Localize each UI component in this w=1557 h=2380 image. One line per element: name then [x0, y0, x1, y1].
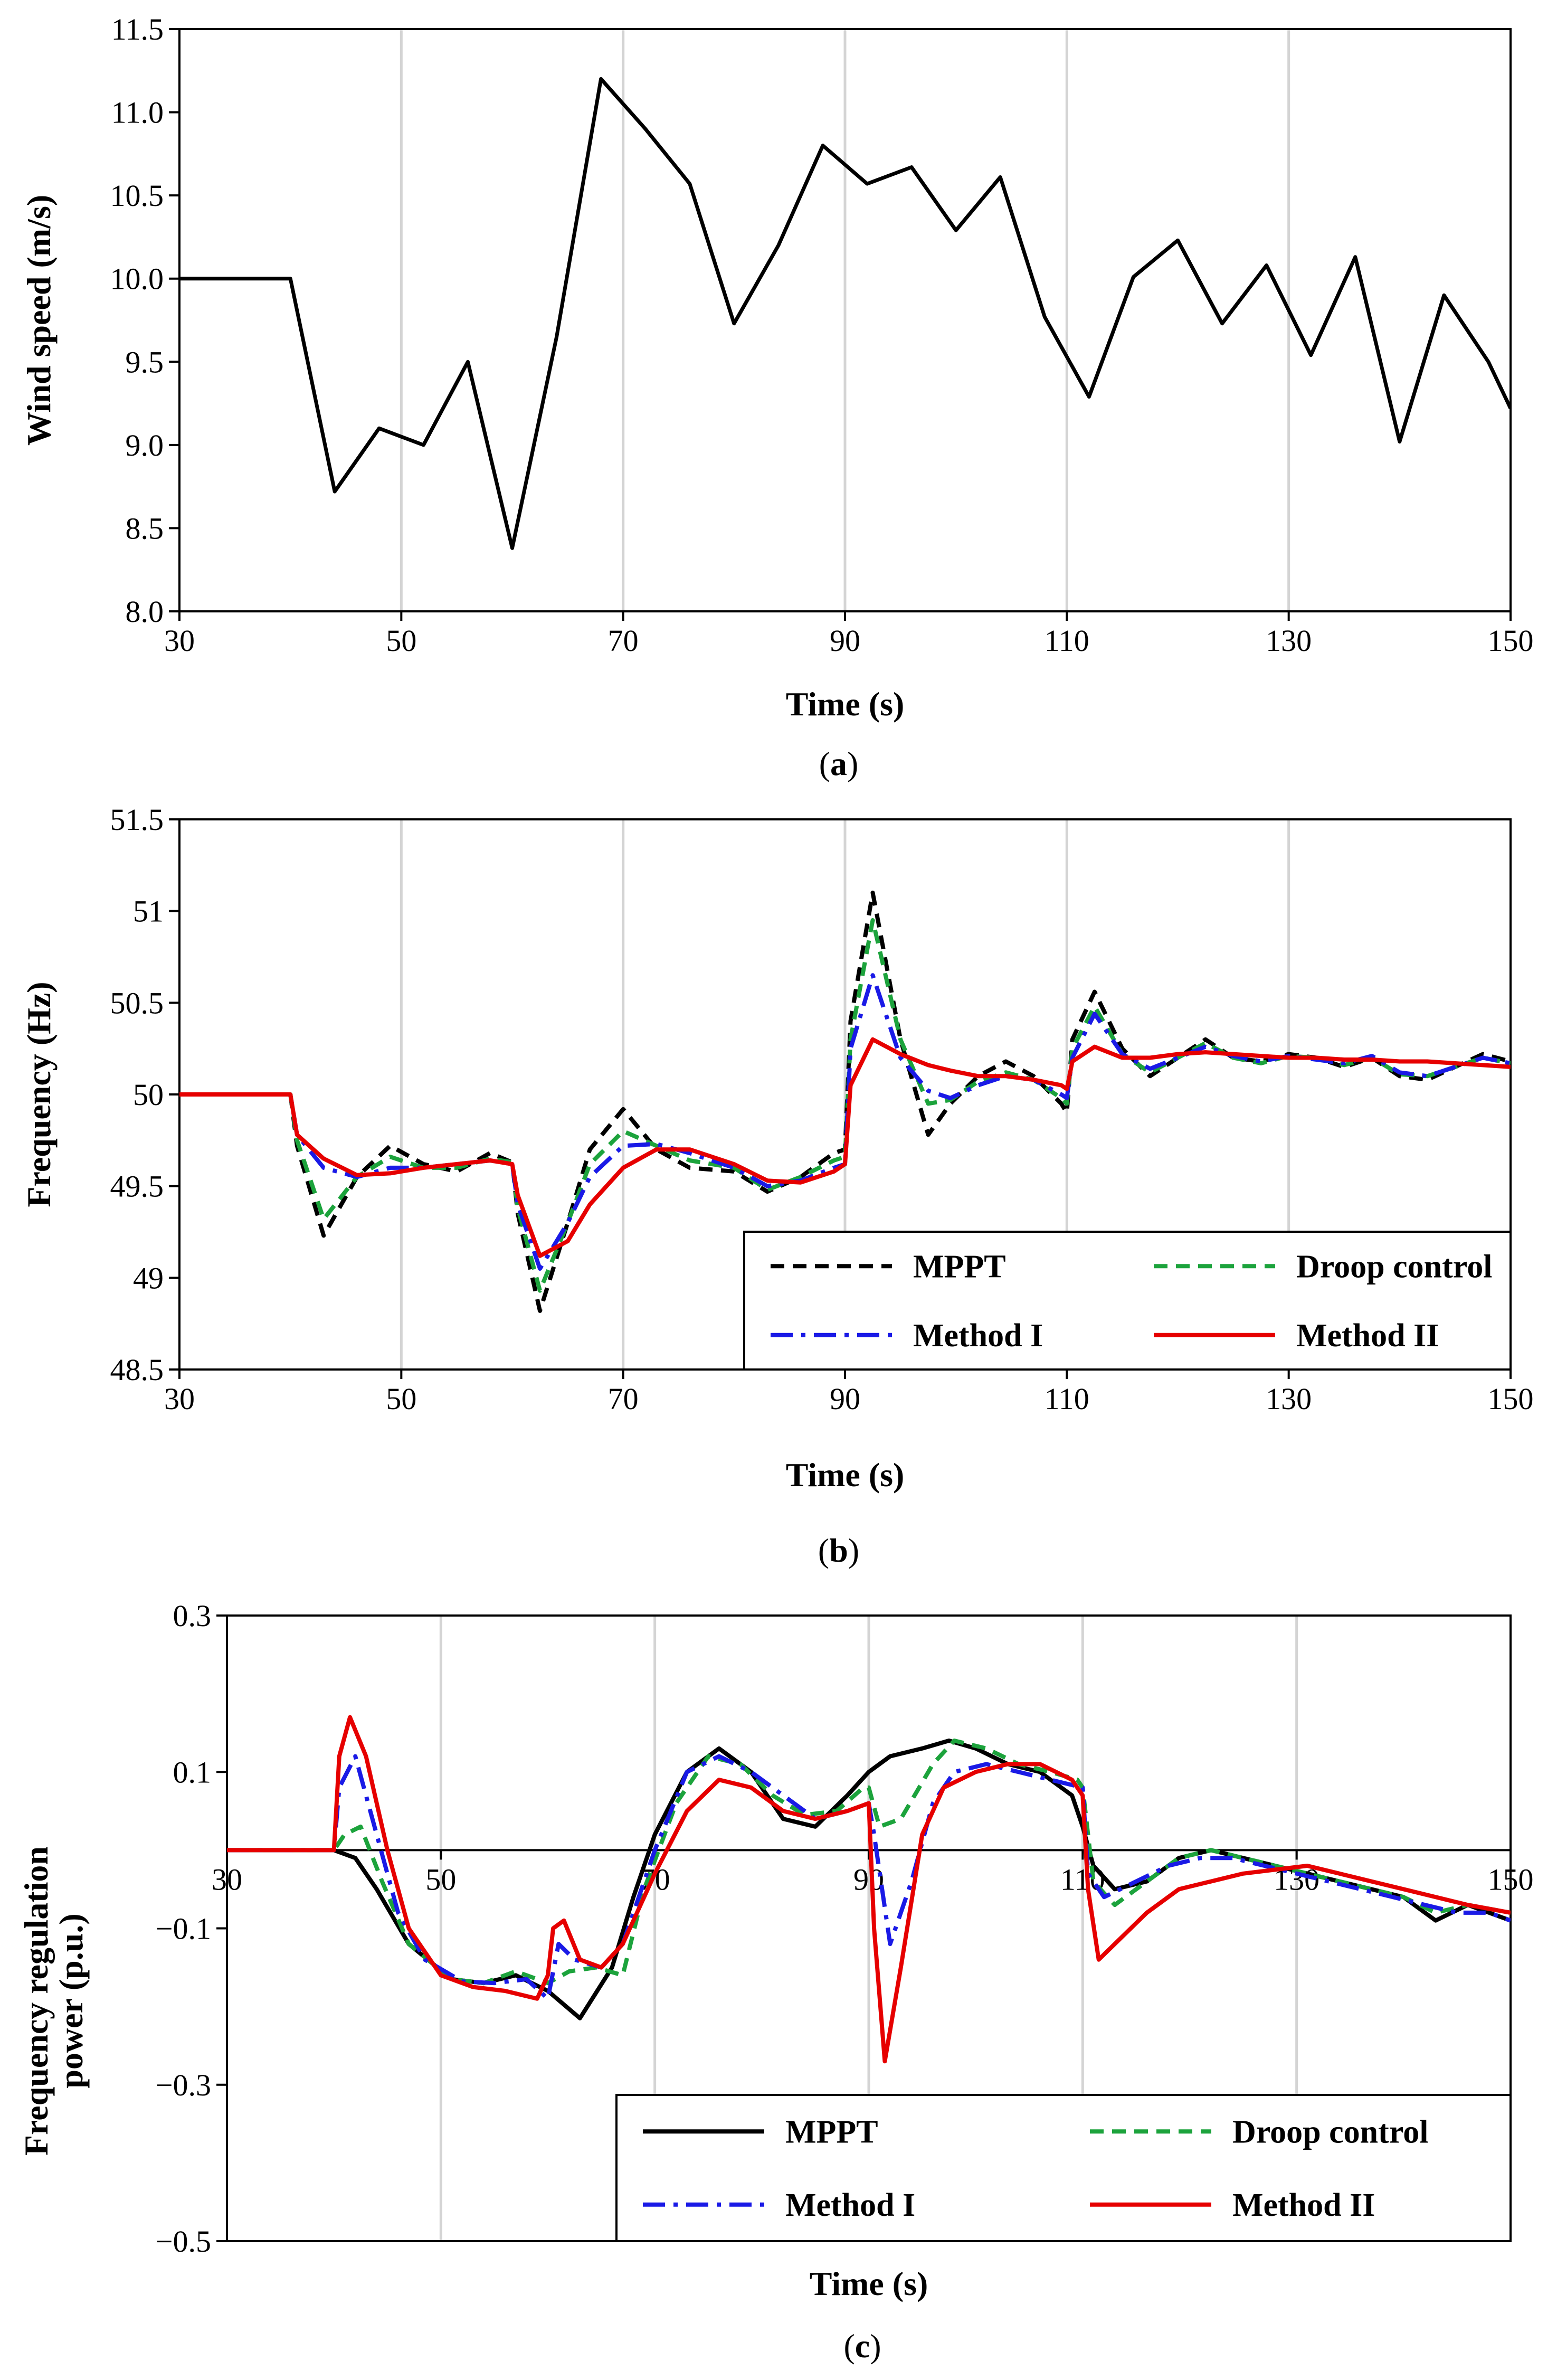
y-tick-label: 49.5	[110, 1169, 164, 1204]
y-tick-label: 51.5	[110, 802, 164, 837]
chart-panel-b: 48.5 49 49.5 50 50.5 51 51.5 30 50 70 90 110 130 150 M…	[20, 802, 1534, 1569]
x-tick-label: 90	[830, 1382, 860, 1416]
panel-label: (a)	[819, 745, 859, 782]
y-tick-label: 9.0	[126, 428, 164, 462]
y-tick-label: 50	[133, 1078, 164, 1112]
legend-box	[615, 2094, 1512, 2242]
y-tick-label: 9.5	[126, 345, 164, 379]
x-tick-label: 70	[608, 1382, 639, 1416]
legend-label: Method I	[785, 2187, 915, 2223]
panel-letter: c	[855, 2327, 870, 2365]
series-line-droop-control	[179, 918, 1511, 1293]
y-tick-label: 11.5	[111, 12, 164, 46]
x-tick-label: 150	[1488, 624, 1534, 658]
y-axis-title: Frequency (Hz)	[20, 981, 58, 1207]
legend-box	[743, 1231, 1512, 1371]
series-line-method-ii	[179, 1037, 1511, 1258]
y-tick-label: 50.5	[110, 986, 164, 1020]
x-tick-label: 110	[1045, 1382, 1089, 1416]
legend: MPPT Droop control Method I Method II	[615, 2094, 1512, 2242]
x-axis-title: Time (s)	[810, 2265, 928, 2302]
y-tick-label: 0.3	[173, 1599, 212, 1633]
y-tick-label: 51	[133, 894, 164, 929]
panel-letter: a	[830, 745, 847, 782]
series-line-wind-speed	[179, 77, 1511, 550]
legend-label: Droop control	[1296, 1249, 1492, 1285]
y-axis-title: Frequency regulation	[17, 1846, 55, 2156]
x-tick-label: 150	[1488, 1382, 1534, 1416]
legend-label: Method II	[1232, 2187, 1375, 2223]
y-tick-label: 11.0	[111, 96, 164, 130]
x-tick-label: 150	[1488, 1862, 1534, 1896]
x-tick-label: 130	[1266, 1382, 1312, 1416]
y-tick-label: 48.5	[110, 1353, 164, 1387]
legend-label: Method II	[1296, 1318, 1439, 1354]
legend-label: Method I	[913, 1318, 1043, 1354]
y-tick-label: 10.0	[110, 262, 164, 296]
x-tick-label: 30	[212, 1862, 242, 1896]
x-tick-label: 50	[386, 1382, 416, 1416]
y-tick-label: −0.3	[156, 2068, 211, 2102]
x-tick-label: 30	[164, 624, 195, 658]
y-axis-title: Wind speed (m/s)	[20, 195, 58, 446]
y-tick-label: 0.1	[173, 1755, 212, 1789]
chart-panel-a: 8.0 8.5 9.0 9.5 10.0 10.5 11.0 11.5 30 50 70 90 110 1…	[20, 12, 1534, 782]
x-tick-label: 90	[830, 624, 860, 658]
x-axis-title: Time (s)	[786, 685, 905, 723]
x-tick-label: 130	[1266, 624, 1312, 658]
panel-letter: b	[829, 1532, 848, 1569]
panel-label: (c)	[843, 2327, 881, 2365]
legend-label: MPPT	[913, 1249, 1006, 1285]
y-axis-title: power (p.u.)	[52, 1913, 90, 2088]
y-tick-label: 49	[133, 1261, 164, 1295]
x-tick-label: 50	[386, 624, 416, 658]
series-line-method-i	[227, 1754, 1511, 2001]
panel-label: (b)	[818, 1532, 859, 1569]
legend: MPPT Droop control Method I Method II	[743, 1231, 1512, 1371]
series-line-method-ii	[227, 1715, 1511, 2064]
x-axis-title: Time (s)	[786, 1456, 905, 1494]
x-tick-label: 90	[853, 1862, 884, 1896]
x-tick-label: 110	[1045, 624, 1089, 658]
x-tick-label: 30	[164, 1382, 195, 1416]
x-tick-label: 70	[608, 624, 639, 658]
y-tick-label: −0.1	[156, 1912, 211, 1946]
y-tick-label: 8.0	[126, 594, 164, 629]
y-tick-label: 10.5	[110, 178, 164, 213]
y-tick-label: −0.5	[156, 2224, 211, 2259]
legend-label: MPPT	[785, 2114, 878, 2150]
legend-label: Droop control	[1232, 2114, 1428, 2150]
y-tick-label: 8.5	[126, 511, 164, 545]
x-tick-label: 50	[425, 1862, 456, 1896]
